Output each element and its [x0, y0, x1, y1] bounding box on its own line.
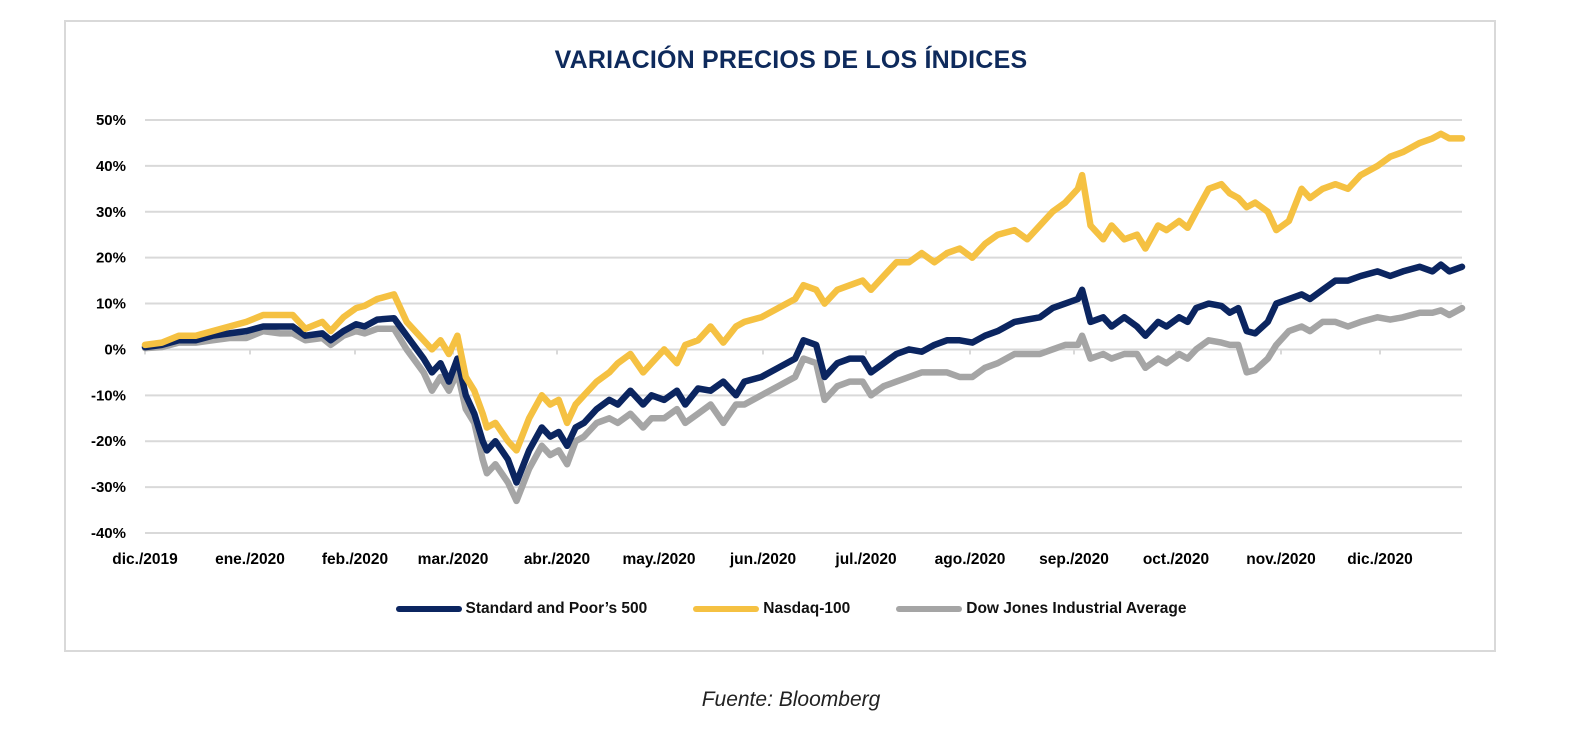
y-tick-label: -20% — [91, 433, 126, 450]
x-tick-label: dic./2020 — [1347, 551, 1413, 568]
x-tick-label: dic./2019 — [112, 551, 178, 568]
legend-label: Dow Jones Industrial Average — [966, 600, 1187, 617]
x-tick-label: may./2020 — [623, 551, 696, 568]
y-tick-label: 10% — [96, 296, 126, 313]
x-tick-label: nov./2020 — [1246, 551, 1316, 568]
x-tick-label: abr./2020 — [524, 551, 590, 568]
legend-label: Nasdaq-100 — [763, 600, 851, 617]
y-tick-label: -30% — [91, 479, 126, 496]
legend-swatch — [896, 606, 963, 612]
y-tick-label: -40% — [91, 525, 126, 542]
chart-title: VARIACIÓN PRECIOS DE LOS ÍNDICES — [554, 46, 1028, 74]
y-tick-label: 50% — [96, 112, 126, 129]
legend-item: Dow Jones Industrial Average — [896, 600, 1186, 618]
x-tick-label: ago./2020 — [935, 551, 1006, 568]
legend-label: Standard and Poor’s 500 — [465, 600, 648, 617]
series-line-dow-jones-industrial-average — [141, 304, 1466, 505]
legend-swatch — [395, 606, 462, 612]
y-tick-label: 40% — [96, 158, 126, 175]
legend-item: Standard and Poor’s 500 — [395, 600, 648, 618]
x-tick-label: ene./2020 — [215, 551, 285, 568]
x-tick-label: oct./2020 — [1143, 551, 1209, 568]
source-note: Fuente: Bloomberg — [701, 688, 881, 711]
x-tick-label: jul./2020 — [834, 551, 896, 568]
x-tick-label: feb./2020 — [322, 551, 388, 568]
y-tick-label: 20% — [96, 250, 126, 267]
series-line-standard-and-poor-s-500 — [141, 261, 1466, 486]
legend: Standard and Poor’s 500 Nasdaq-100 Dow Jon… — [0, 600, 1582, 618]
series-line-nasdaq-100 — [141, 130, 1466, 454]
y-tick-label: 0% — [104, 341, 126, 358]
y-tick-label: -10% — [91, 387, 126, 404]
x-tick-label: sep./2020 — [1039, 551, 1109, 568]
legend-swatch — [693, 606, 760, 612]
y-tick-label: 30% — [96, 204, 126, 221]
y-axis: 50% 40% 30% 20% 10% 0% -10% -20% -30% -40% — [91, 112, 126, 542]
legend-item: Nasdaq-100 — [693, 600, 850, 618]
x-axis: dic./2019 ene./2020 feb./2020 mar./2020 abr.… — [112, 349, 1413, 568]
x-tick-label: jun./2020 — [729, 551, 796, 568]
series-lines — [141, 130, 1466, 505]
x-tick-label: mar./2020 — [418, 551, 489, 568]
